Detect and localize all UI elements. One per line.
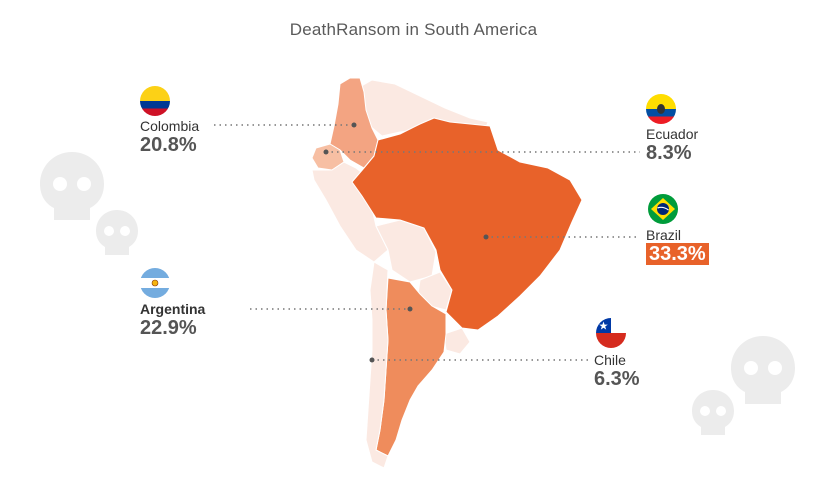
marker-ecuador bbox=[323, 149, 329, 155]
marker-chile bbox=[369, 357, 375, 363]
chile-label: Chile bbox=[594, 352, 626, 368]
argentina-flag-icon bbox=[140, 268, 170, 298]
chile-percent: 6.3% bbox=[594, 368, 640, 390]
colombia-label: Colombia bbox=[140, 118, 200, 134]
region-uruguay bbox=[443, 327, 471, 355]
colombia-percent: 20.8% bbox=[140, 134, 197, 156]
ecuador-flag-icon bbox=[646, 94, 676, 124]
marker-brazil bbox=[483, 234, 489, 240]
marker-colombia bbox=[351, 122, 357, 128]
ecuador-label: Ecuador bbox=[646, 126, 699, 142]
brazil-label: Brazil bbox=[646, 227, 682, 243]
argentina-percent: 22.9% bbox=[140, 317, 197, 339]
page-title: DeathRansom in South America bbox=[289, 20, 538, 39]
marker-argentina bbox=[407, 306, 413, 312]
chile-flag-icon bbox=[596, 318, 626, 348]
region-chile bbox=[365, 261, 389, 469]
skull-icon bbox=[96, 210, 138, 255]
ecuador-percent: 8.3% bbox=[646, 142, 692, 164]
argentina-label: Argentina bbox=[140, 301, 206, 317]
skull-icon bbox=[40, 152, 104, 220]
region-brazil bbox=[351, 117, 583, 331]
brazil-percent: 33.3% bbox=[646, 243, 709, 265]
skull-icon bbox=[731, 336, 795, 404]
colombia-flag-icon bbox=[140, 86, 170, 116]
skull-icon bbox=[692, 390, 734, 435]
brazil-flag-icon bbox=[648, 194, 678, 224]
